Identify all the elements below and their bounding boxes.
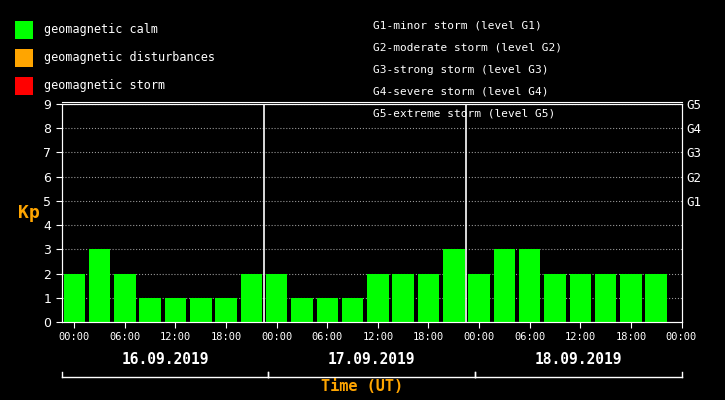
Bar bbox=[418, 274, 439, 322]
Bar bbox=[89, 249, 110, 322]
Text: Time (UT): Time (UT) bbox=[321, 379, 404, 394]
Bar bbox=[341, 298, 363, 322]
Bar bbox=[519, 249, 540, 322]
Text: geomagnetic disturbances: geomagnetic disturbances bbox=[44, 52, 215, 64]
Text: geomagnetic calm: geomagnetic calm bbox=[44, 24, 157, 36]
Bar bbox=[241, 274, 262, 322]
Text: geomagnetic storm: geomagnetic storm bbox=[44, 80, 165, 92]
Text: 18.09.2019: 18.09.2019 bbox=[534, 352, 622, 368]
Bar bbox=[114, 274, 136, 322]
Bar bbox=[494, 249, 515, 322]
Text: G2-moderate storm (level G2): G2-moderate storm (level G2) bbox=[373, 43, 563, 53]
Bar bbox=[443, 249, 465, 322]
Bar bbox=[620, 274, 642, 322]
Bar bbox=[190, 298, 212, 322]
Text: G4-severe storm (level G4): G4-severe storm (level G4) bbox=[373, 87, 549, 97]
Bar bbox=[392, 274, 414, 322]
Bar bbox=[165, 298, 186, 322]
Bar bbox=[594, 274, 616, 322]
Bar bbox=[645, 274, 667, 322]
Bar bbox=[544, 274, 566, 322]
Text: 16.09.2019: 16.09.2019 bbox=[121, 352, 209, 368]
Bar bbox=[367, 274, 389, 322]
Bar bbox=[139, 298, 161, 322]
Text: G3-strong storm (level G3): G3-strong storm (level G3) bbox=[373, 65, 549, 75]
Text: G5-extreme storm (level G5): G5-extreme storm (level G5) bbox=[373, 109, 555, 119]
Bar bbox=[468, 274, 490, 322]
Y-axis label: Kp: Kp bbox=[18, 204, 40, 222]
Bar bbox=[64, 274, 85, 322]
Bar bbox=[266, 274, 287, 322]
Bar bbox=[317, 298, 338, 322]
Text: G1-minor storm (level G1): G1-minor storm (level G1) bbox=[373, 21, 542, 31]
Bar bbox=[570, 274, 591, 322]
Bar bbox=[215, 298, 237, 322]
Text: 17.09.2019: 17.09.2019 bbox=[328, 352, 415, 368]
Bar bbox=[291, 298, 312, 322]
